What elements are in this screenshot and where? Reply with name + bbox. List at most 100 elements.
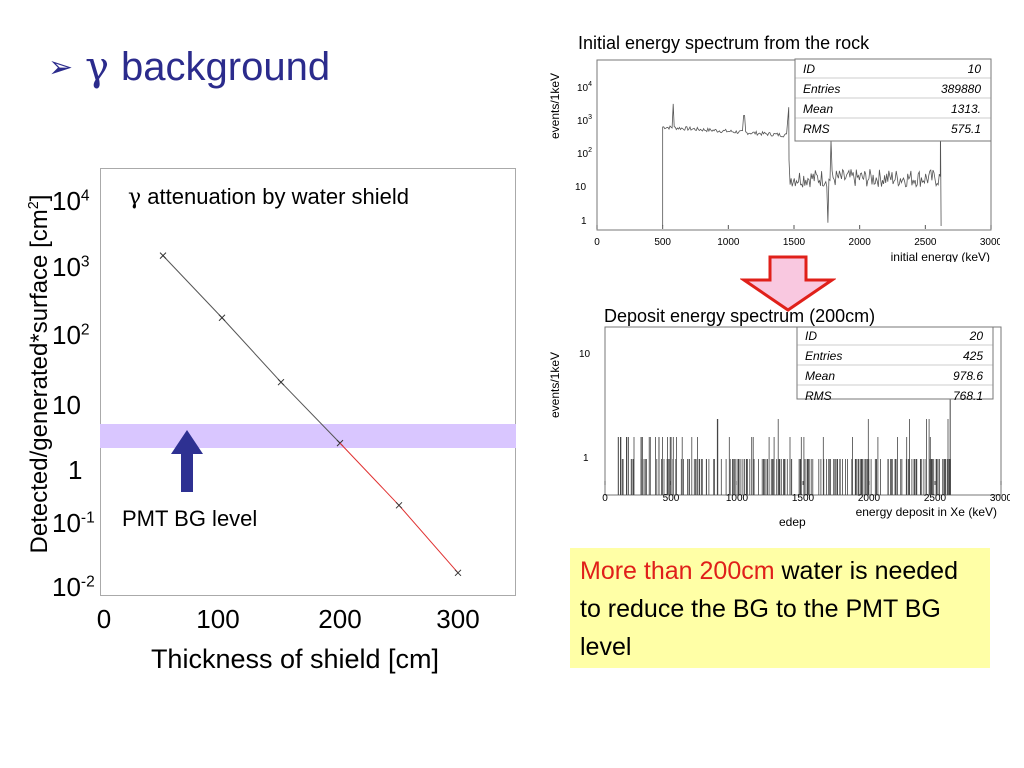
initial-spectrum-y-label: events/1keV [548,73,562,139]
y-tick-1: 1 [581,216,587,227]
stats-key: RMS [803,122,830,136]
y-tick-1: 1 [583,453,589,464]
y-label-end: ] [26,194,53,202]
initial-spectrum-svg: events/1keV 104 103 102 10 1 0 500 1000 150… [548,58,1000,262]
y-label-sup: 2 [26,201,42,210]
deposit-spectrum-title: Deposit energy spectrum (200cm) [604,306,876,326]
y-tick-base: 10 [52,508,81,538]
stats-key: Entries [805,349,842,363]
y-tick-base: 10 [52,252,81,282]
spectrum-x-tick: 2500 [914,237,937,248]
x-tick: 100 [196,604,240,634]
attenuation-y-label: Detected/generated*surface [cm2] [26,174,54,574]
spectrum-x-tick: 1000 [717,237,740,248]
attenuation-data-point [218,314,226,322]
spectrum-x-tick: 500 [663,493,680,504]
conclusion-highlight: More than 200cm [580,557,775,585]
initial-spectrum-x-label: initial energy (keV) [891,250,990,262]
initial-stats-box [794,58,992,142]
attenuation-line-segment [339,442,400,506]
y-tick-sup: -1 [80,509,95,527]
conclusion-text: water is needed to reduce the BG to the … [580,557,958,661]
y-tick: 103 [52,252,90,283]
pmt-bg-band [100,424,516,448]
y-tick: 102 [52,320,90,351]
attenuation-plot-frame [100,168,516,596]
attenuation-line-segment [398,504,459,574]
slide-title: ➢ γ background [48,44,330,90]
plot-title-gamma: γ [128,185,142,210]
spectrum-x-tick: 3000 [990,493,1010,504]
stats-key: Mean [805,369,835,383]
y-tick: 10-1 [52,508,95,539]
spectrum-x-tick: 2500 [924,493,947,504]
deposit-spectrum-y-label: events/1keV [548,352,562,418]
attenuation-line-segment [221,317,282,383]
y-tick-sup: 2 [80,321,90,339]
y-tick: 104 [52,186,90,217]
deposit-spectrum-svg: events/1keV 10 1 0 500 1000 1500 2000 2500 300… [548,326,1010,529]
stats-value: 768.1 [953,389,983,403]
arrow-bullet-icon: ➢ [48,49,74,85]
stats-value: 389880 [941,82,981,96]
y-tick-10: 10 [575,182,587,193]
stats-value: 10 [968,62,982,76]
stats-value: 20 [969,329,984,343]
spectrum-x-tick: 500 [654,237,671,248]
attenuation-plot-svg [159,252,462,577]
y-label-main: Detected/generated*surface [cm [26,209,53,554]
stats-value: 1313. [951,102,981,116]
attenuation-plot-title: γ attenuation by water shield [128,184,409,210]
initial-spectrum-trace [662,103,942,227]
pmt-arrow-icon [171,430,203,492]
spectrum-x-tick: 1500 [792,493,815,504]
y-tick-sup: -2 [80,573,95,591]
x-tick: 200 [318,604,362,634]
spectrum-x-tick: 0 [602,493,608,504]
spectrum-x-tick: 0 [594,237,600,248]
initial-spectrum-title: Initial energy spectrum from the rock [578,33,870,53]
y-tick-base: 1 [68,455,83,485]
title-text: background [121,44,331,89]
stats-key: ID [803,62,815,76]
stats-key: RMS [805,389,832,403]
attenuation-line-segment [162,255,223,319]
deposit-stats-box [796,326,994,400]
y-tick-base: 10 [52,320,81,350]
y-tick-base: 10 [52,572,81,602]
y-tick-1e4: 104 [577,81,592,94]
x-tick: 0 [96,604,112,634]
down-arrow-icon [740,255,836,312]
attenuation-data-point [277,378,285,386]
stats-key: ID [805,329,817,343]
spectrum-x-tick: 2000 [849,237,872,248]
stats-value: 575.1 [951,122,981,136]
plot-title-text: attenuation by water shield [147,184,410,209]
x-tick: 300 [436,604,480,634]
y-tick-base: 10 [52,390,81,420]
pmt-bg-label: PMT BG level [122,506,258,531]
y-tick-1e3: 103 [577,114,592,127]
y-tick-sup: 3 [80,253,90,271]
deposit-spectrum-x-label-2: edep [779,515,806,529]
stats-value: 978.6 [953,369,983,383]
attenuation-data-point [454,569,462,577]
spectrum-x-tick: 1500 [783,237,806,248]
y-tick-sup: 4 [80,187,90,205]
stats-value: 425 [963,349,983,363]
stats-key: Entries [803,82,840,96]
y-tick-1e2: 102 [577,147,592,160]
stats-key: Mean [803,102,833,116]
deposit-spectrum-x-label: energy deposit in Xe (keV) [856,505,997,519]
y-tick: 1 [68,455,82,486]
spectrum-x-tick: 2000 [858,493,881,504]
y-tick-base: 10 [52,186,81,216]
y-tick-10: 10 [579,349,591,360]
attenuation-line-segment [280,381,341,444]
attenuation-x-label: Thickness of shield [cm] [150,644,440,674]
y-tick: 10-2 [52,572,95,603]
y-tick: 10 [52,390,81,421]
conclusion-box: More than 200cm water is needed to reduc… [570,548,990,668]
attenuation-data-point [159,252,167,259]
spectrum-x-tick: 1000 [726,493,749,504]
